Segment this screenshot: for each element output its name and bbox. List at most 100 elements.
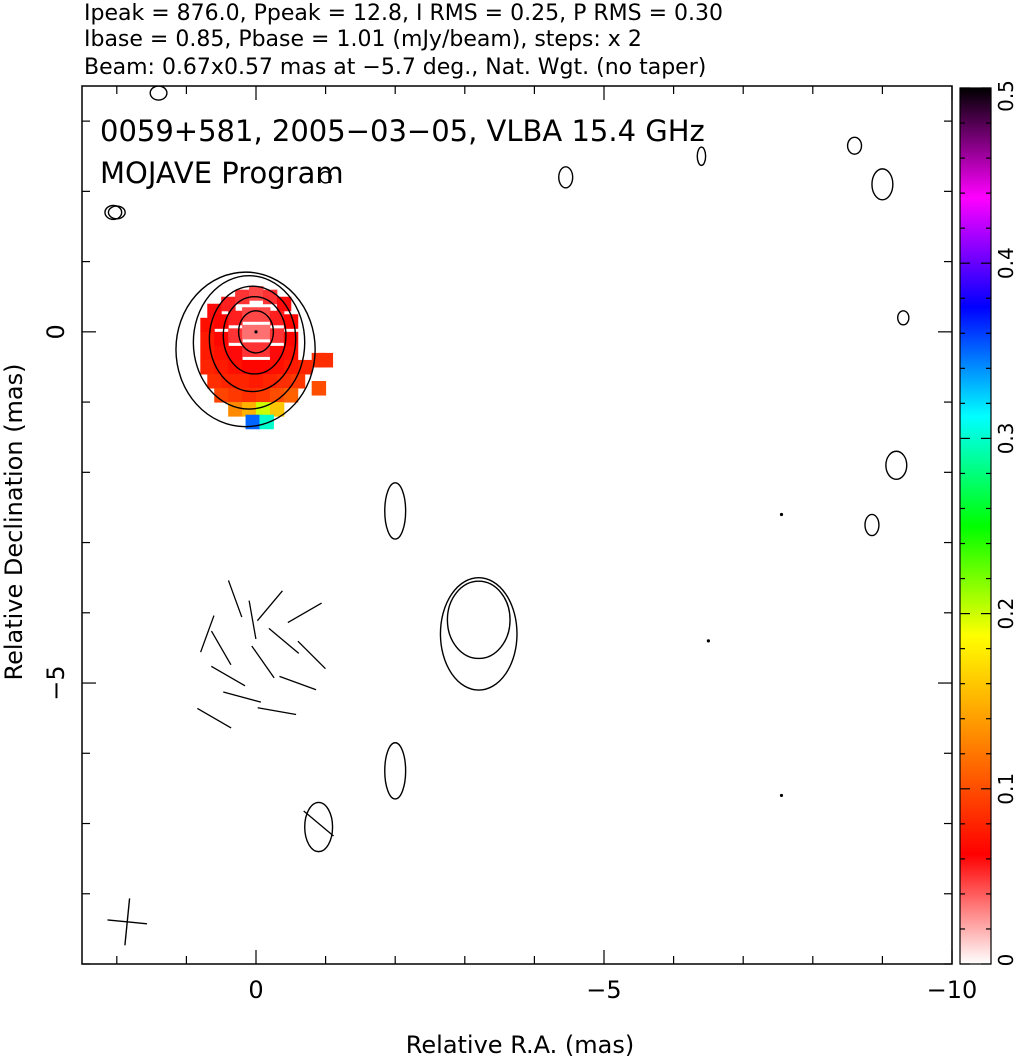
x-tick-label: −5 xyxy=(586,976,621,1004)
pol-cell xyxy=(256,342,271,357)
axis-ticks xyxy=(82,86,953,965)
pol-cell xyxy=(269,359,285,375)
pol-cell xyxy=(235,373,250,389)
contour xyxy=(208,285,297,393)
cb-tick-label: 0.4 xyxy=(994,247,1018,279)
cb-tick-label: 0.2 xyxy=(994,598,1018,630)
beam-marker xyxy=(107,898,148,946)
pol-cell xyxy=(276,373,292,389)
contour xyxy=(175,271,316,428)
pol-cell xyxy=(235,289,250,305)
evpa-tick xyxy=(279,675,317,691)
polarization-color-layer xyxy=(200,286,334,430)
pol-cell xyxy=(207,373,222,389)
contour xyxy=(304,801,334,853)
pol-cell xyxy=(214,314,229,329)
peak-dot xyxy=(779,512,784,517)
pol-cell xyxy=(269,402,285,417)
x-tick-label: 0 xyxy=(248,976,263,1004)
header-line-1: Ipeak = 876.0, Ppeak = 12.8, I RMS = 0.2… xyxy=(84,1,723,26)
pol-cell xyxy=(242,307,257,322)
pol-cell xyxy=(221,296,236,312)
cb-tick-label: 0.3 xyxy=(994,422,1018,454)
pol-cell xyxy=(283,345,299,361)
pol-cell xyxy=(242,342,257,357)
pol-cell xyxy=(283,331,299,347)
plot-title: 0059+581, 2005−03−05, VLBA 15.4 GHz xyxy=(100,114,705,148)
contour xyxy=(696,146,707,167)
pol-cell xyxy=(228,345,243,361)
pol-cell xyxy=(242,359,257,375)
contour xyxy=(384,482,407,540)
pol-cell xyxy=(200,359,215,375)
evpa-tick xyxy=(257,707,297,716)
colorbar: 0 0.1 0.2 0.3 0.4 0.5 xyxy=(959,80,1018,967)
pol-cell xyxy=(214,331,229,347)
pol-cell xyxy=(318,352,334,368)
cb-tick-label: 0.1 xyxy=(994,773,1018,805)
pol-cell xyxy=(228,388,243,403)
colorbar-ticks xyxy=(960,87,991,965)
pol-cell xyxy=(249,373,264,389)
header-line-3: Beam: 0.67x0.57 mas at −5.7 deg., Nat. W… xyxy=(84,55,706,80)
pol-cell xyxy=(256,402,271,417)
evpa-tick xyxy=(210,665,246,687)
contour xyxy=(871,168,894,201)
contour xyxy=(384,742,407,800)
pol-cell xyxy=(228,359,243,375)
pol-cell xyxy=(311,381,327,396)
y-tick-label: 0 xyxy=(42,324,70,339)
pol-cell xyxy=(283,388,299,403)
pol-cell xyxy=(290,373,306,389)
header-line-2: Ibase = 0.85, Pbase = 1.01 (mJy/beam), s… xyxy=(84,27,642,52)
pol-cell xyxy=(249,286,264,301)
x-tick-label: −10 xyxy=(927,976,978,1004)
evpa-tick xyxy=(200,615,215,653)
contour-layer xyxy=(104,86,910,853)
evpa-tick xyxy=(210,630,232,666)
axis-tick-labels: 0 −5 −10 0 −5 xyxy=(42,324,977,1004)
y-axis-label: Relative Declination (mas) xyxy=(0,363,28,680)
contour xyxy=(558,166,574,189)
peak-dot xyxy=(779,793,784,798)
colorbar-gradient xyxy=(959,87,992,965)
evpa-tick xyxy=(268,627,300,654)
pol-cell xyxy=(256,388,271,403)
plot-area: 0 −5 −10 0 −5 xyxy=(42,85,977,1004)
evpa-tick xyxy=(197,707,232,729)
evpa-tick-layer xyxy=(197,580,334,837)
pol-cell xyxy=(269,388,285,403)
pol-cell xyxy=(228,310,243,326)
evpa-tick xyxy=(223,691,262,703)
contour xyxy=(446,580,511,660)
evpa-tick xyxy=(227,580,243,618)
contour xyxy=(107,205,126,220)
cb-tick-label: 0.5 xyxy=(994,80,1018,112)
pol-cell xyxy=(259,414,274,430)
evpa-tick xyxy=(248,600,257,640)
pol-cell xyxy=(256,324,271,340)
y-tick-label: −5 xyxy=(42,665,70,700)
peak-dot xyxy=(706,639,711,643)
peak-dot xyxy=(254,330,258,334)
evpa-tick xyxy=(303,810,334,837)
peak-dot-layer xyxy=(254,330,784,798)
pol-cell xyxy=(200,331,215,347)
cb-tick-label: 0 xyxy=(994,954,1018,967)
contour xyxy=(149,86,168,101)
evpa-tick xyxy=(287,602,322,624)
contour xyxy=(897,310,910,326)
contour xyxy=(885,450,908,481)
beam-minor-axis xyxy=(107,919,148,925)
contour xyxy=(439,576,518,691)
contour xyxy=(192,274,306,410)
x-axis-label: Relative R.A. (mas) xyxy=(406,1031,634,1059)
evpa-tick xyxy=(251,645,275,679)
plot-subtitle: MOJAVE Program xyxy=(100,156,344,190)
pol-cell xyxy=(256,307,271,322)
contour xyxy=(237,310,275,354)
contour xyxy=(319,170,332,184)
evpa-tick xyxy=(256,590,283,622)
contour xyxy=(104,204,123,221)
